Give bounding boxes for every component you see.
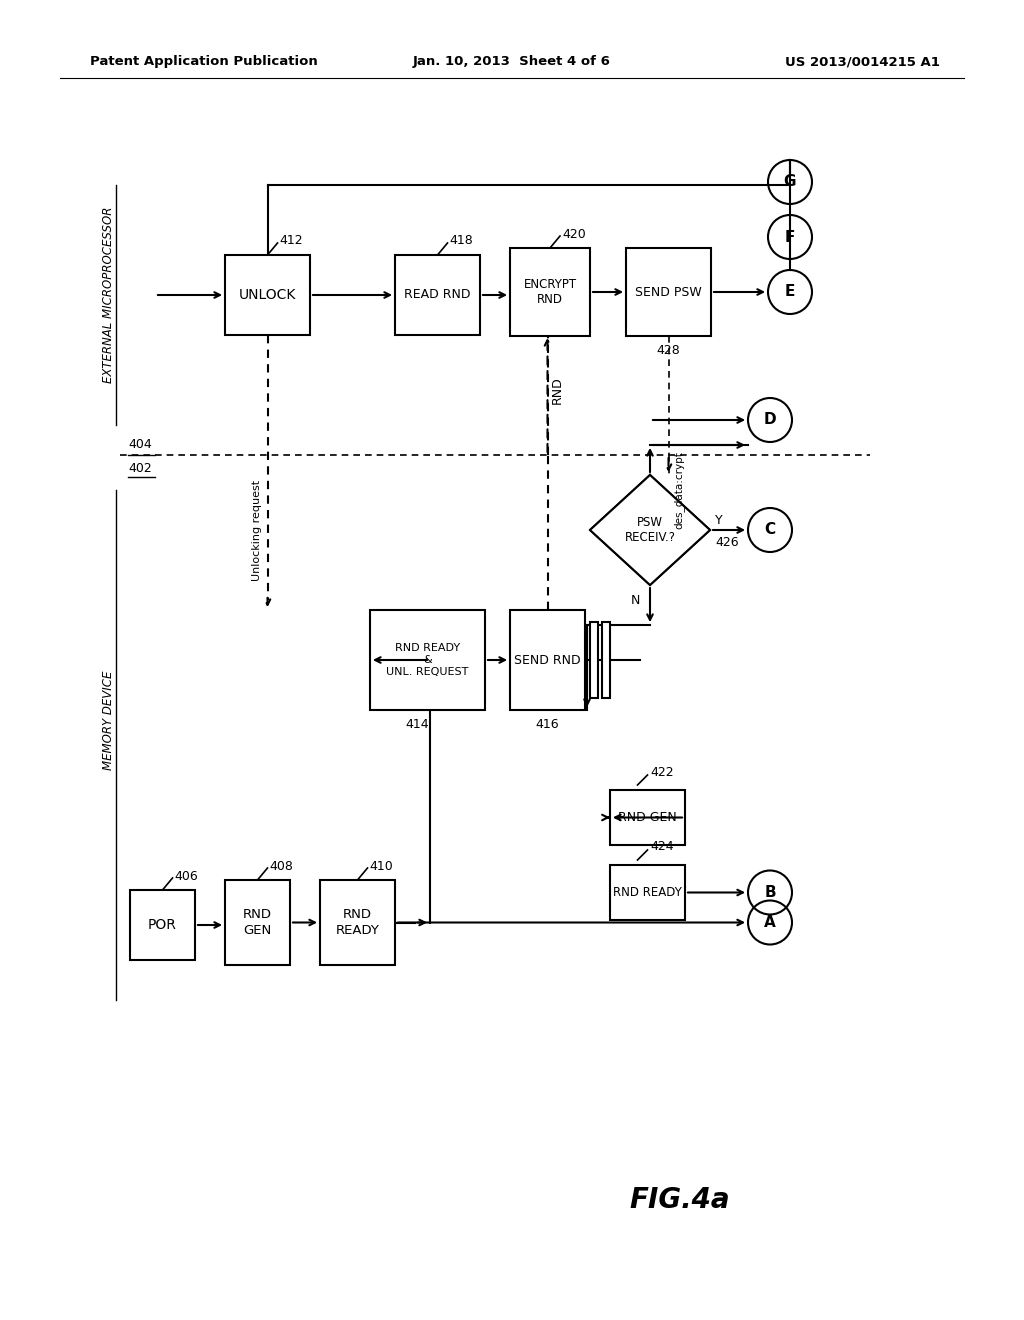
Text: Patent Application Publication: Patent Application Publication	[90, 55, 317, 69]
Text: READ RND: READ RND	[404, 289, 471, 301]
Bar	[225, 255, 310, 335]
Text: 402: 402	[128, 462, 152, 474]
Text: EXTERNAL MICROPROCESSOR: EXTERNAL MICROPROCESSOR	[101, 207, 115, 383]
Text: US 2013/0014215 A1: US 2013/0014215 A1	[785, 55, 940, 69]
Text: RND READY
&
UNL. REQUEST: RND READY & UNL. REQUEST	[386, 643, 469, 677]
Text: 422: 422	[650, 766, 674, 779]
Text: PSW
RECEIV.?: PSW RECEIV.?	[625, 516, 676, 544]
Text: SEND RND: SEND RND	[514, 653, 581, 667]
Bar	[225, 880, 290, 965]
Bar	[130, 890, 195, 960]
Bar	[610, 789, 685, 845]
Text: RND
GEN: RND GEN	[243, 908, 272, 936]
Bar	[590, 622, 598, 698]
Text: RND: RND	[551, 376, 564, 404]
Text: 414: 414	[406, 718, 429, 731]
Text: 424: 424	[650, 841, 674, 854]
Text: C: C	[765, 523, 775, 537]
Text: FIG.4a: FIG.4a	[630, 1185, 730, 1214]
Bar	[510, 248, 590, 337]
Bar	[319, 880, 395, 965]
Text: RND
READY: RND READY	[336, 908, 380, 936]
Text: Jan. 10, 2013  Sheet 4 of 6: Jan. 10, 2013 Sheet 4 of 6	[413, 55, 611, 69]
Text: POR: POR	[148, 917, 177, 932]
Text: 410: 410	[370, 859, 393, 873]
Text: Y: Y	[715, 513, 723, 527]
Text: D: D	[764, 412, 776, 428]
Text: F: F	[784, 230, 796, 244]
Text: UNLOCK: UNLOCK	[239, 288, 296, 302]
Text: MEMORY DEVICE: MEMORY DEVICE	[101, 671, 115, 770]
Bar	[370, 610, 485, 710]
Text: 404: 404	[128, 438, 152, 451]
Text: 428: 428	[656, 345, 680, 358]
Text: RND READY: RND READY	[613, 886, 682, 899]
Bar	[626, 248, 711, 337]
Text: A: A	[764, 915, 776, 931]
Text: des_data:crypt: des_data:crypt	[674, 451, 684, 529]
Text: N: N	[631, 594, 640, 606]
Text: 416: 416	[536, 718, 559, 731]
Text: ENCRYPT
RND: ENCRYPT RND	[523, 279, 577, 306]
Text: 412: 412	[280, 235, 303, 248]
Text: 408: 408	[269, 859, 293, 873]
Text: B: B	[764, 884, 776, 900]
Text: 420: 420	[562, 227, 586, 240]
Text: E: E	[784, 285, 796, 300]
Text: 426: 426	[715, 536, 738, 549]
Bar	[602, 622, 610, 698]
Bar	[610, 865, 685, 920]
Text: RND GEN: RND GEN	[618, 810, 677, 824]
Bar	[510, 610, 585, 710]
Text: SEND PSW: SEND PSW	[635, 285, 701, 298]
Text: 418: 418	[450, 235, 473, 248]
Text: 406: 406	[174, 870, 199, 883]
Text: Unlocking request: Unlocking request	[253, 479, 262, 581]
Polygon shape	[590, 475, 710, 585]
Text: G: G	[783, 174, 797, 190]
Bar	[395, 255, 480, 335]
